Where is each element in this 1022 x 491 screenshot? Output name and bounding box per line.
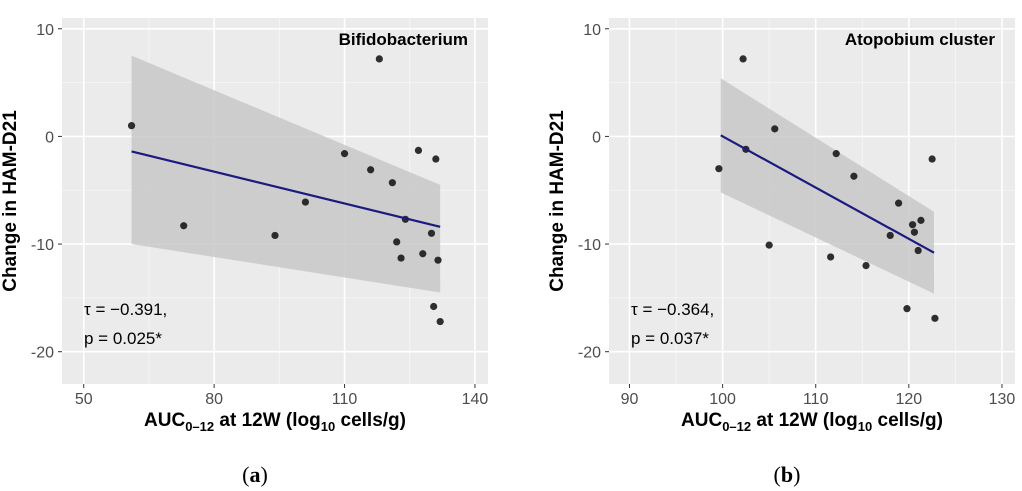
- y-tick-label: 10: [583, 22, 601, 39]
- x-tick-label: 110: [332, 391, 358, 408]
- x-axis-label: AUC0–12 at 12W (log10 cells/g): [681, 410, 943, 434]
- data-point: [419, 250, 427, 258]
- x-tick-label: 140: [462, 391, 489, 408]
- data-point: [886, 231, 894, 240]
- data-point: [895, 199, 903, 207]
- data-point: [388, 179, 396, 187]
- p-value-annotation: p = 0.025*: [84, 329, 162, 348]
- fit-line: [720, 134, 935, 254]
- data-point: [340, 150, 349, 158]
- data-point: [427, 229, 436, 237]
- data-point: [832, 150, 840, 158]
- data-point: [271, 231, 279, 240]
- chart-title: Atopobium cluster: [845, 30, 996, 49]
- panel-a: Bifidobacterium τ = −0.391, p = 0.025* 50 80…: [0, 18, 489, 487]
- data-point: [397, 254, 405, 262]
- panel-b: Atopobium cluster τ = −0.364, p = 0.037* 90…: [511, 0, 1022, 491]
- chart-title: Bifidobacterium: [339, 30, 468, 49]
- data-point: [430, 302, 438, 311]
- p-value-annotation: p = 0.037*: [631, 329, 709, 348]
- tau-annotation: τ = −0.364,: [631, 300, 714, 319]
- x-tick-label: 130: [989, 391, 1016, 408]
- panel-label: (b): [773, 462, 801, 487]
- x-axis-label: AUC0–12 at 12W (log10 cells/g): [144, 410, 406, 434]
- y-tick-label: -10: [31, 237, 54, 254]
- x-tick-label: 50: [75, 391, 93, 408]
- data-point: [765, 241, 773, 249]
- y-tick-label: 0: [592, 129, 601, 146]
- x-tick-label: 80: [205, 391, 223, 408]
- data-point: [771, 125, 779, 133]
- data-point: [928, 155, 936, 163]
- x-tick-label: 90: [621, 391, 639, 408]
- y-tick-label: -20: [31, 345, 54, 362]
- y-tick-label: -20: [578, 345, 601, 362]
- data-point: [903, 305, 911, 313]
- data-point: [914, 246, 922, 255]
- scatter-chart-bifidobacterium: Bifidobacterium τ = −0.391, p = 0.025* 50 80…: [0, 18, 489, 434]
- data-point: [908, 221, 917, 229]
- data-point: [715, 165, 723, 173]
- x-tick-label: 100: [709, 391, 736, 408]
- data-point: [414, 146, 423, 155]
- data-point: [862, 261, 870, 270]
- data-point: [910, 228, 919, 236]
- data-point: [436, 317, 444, 326]
- y-tick-label: -10: [578, 237, 601, 254]
- panel-label: (a): [242, 462, 268, 487]
- data-point: [850, 172, 858, 180]
- data-point: [432, 155, 440, 163]
- y-tick-label: 0: [45, 129, 54, 146]
- fit-line: [131, 150, 441, 228]
- data-point: [917, 216, 925, 224]
- scatter-chart-atopobium: Atopobium cluster τ = −0.364, p = 0.037* 90…: [547, 18, 1016, 434]
- y-tick-label: 10: [36, 22, 54, 39]
- data-point: [393, 238, 401, 246]
- x-tick-label: 120: [895, 391, 922, 408]
- data-point: [367, 166, 375, 174]
- x-tick-label: 110: [803, 391, 829, 408]
- data-point: [434, 256, 442, 264]
- data-point: [375, 55, 383, 63]
- data-point: [127, 122, 136, 130]
- tau-annotation: τ = −0.391,: [84, 300, 167, 319]
- data-point: [931, 314, 939, 322]
- data-point: [739, 55, 747, 63]
- data-point: [827, 253, 835, 261]
- data-point: [301, 198, 310, 206]
- confidence-band: [131, 55, 441, 293]
- y-axis-label: Change in HAM-D21: [547, 110, 568, 292]
- data-point: [180, 222, 188, 230]
- y-axis-label: Change in HAM-D21: [0, 110, 21, 292]
